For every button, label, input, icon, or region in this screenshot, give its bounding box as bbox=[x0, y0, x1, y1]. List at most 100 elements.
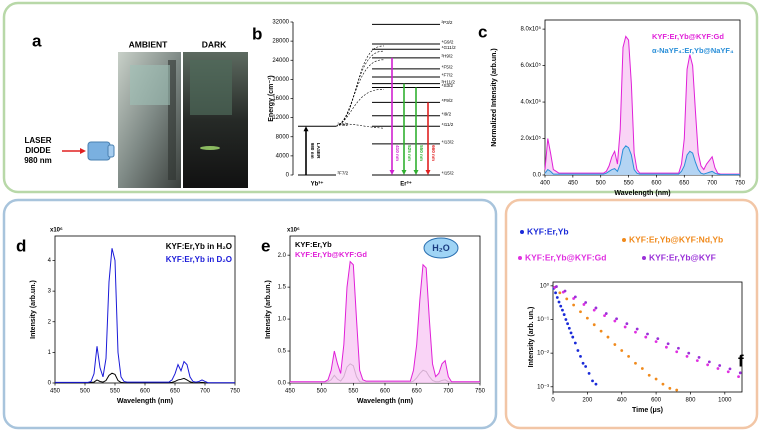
panel-letter: a bbox=[32, 31, 42, 50]
laser-label: 980 nm bbox=[310, 143, 315, 159]
point bbox=[564, 318, 568, 321]
point bbox=[606, 335, 610, 339]
laser-label: LASER bbox=[316, 143, 321, 159]
panel-letter: f bbox=[738, 351, 744, 370]
point bbox=[726, 370, 730, 374]
y-tick-label: 10⁻³ bbox=[537, 384, 549, 390]
panel-letter: c bbox=[478, 22, 487, 41]
photo-detail bbox=[168, 60, 176, 180]
point bbox=[677, 346, 680, 350]
line bbox=[544, 35, 740, 175]
y-multiplier: x10⁶ bbox=[287, 228, 300, 234]
emission-label: 410 nm bbox=[395, 145, 400, 161]
y-tick-label: 8.0x10⁵ bbox=[520, 26, 541, 33]
y-tick-label: 2.0 bbox=[278, 253, 287, 259]
area bbox=[545, 36, 740, 175]
level-label: ⁴F7/2 bbox=[442, 73, 454, 78]
x-tick-label: 450 bbox=[50, 389, 61, 395]
x-tick-label: 200 bbox=[582, 398, 593, 404]
point bbox=[604, 312, 608, 315]
point bbox=[615, 317, 618, 321]
point bbox=[599, 329, 603, 333]
point bbox=[557, 300, 561, 304]
point bbox=[661, 382, 665, 386]
y-tick-label: 1.0 bbox=[278, 317, 287, 323]
y-axis-label: Intensity (arb.un.) bbox=[265, 280, 272, 339]
point bbox=[738, 371, 742, 375]
emission-label: 525 nm bbox=[407, 145, 412, 161]
x-tick-label: 500 bbox=[80, 389, 91, 395]
x-tick-label: 450 bbox=[285, 389, 296, 395]
point bbox=[737, 375, 740, 379]
group-label: Yb³⁺ bbox=[311, 181, 324, 188]
y-tick-label: 4 bbox=[48, 258, 52, 264]
level-label: ⁴F9/2 bbox=[442, 98, 454, 103]
area bbox=[545, 145, 740, 175]
point bbox=[613, 319, 617, 323]
x-tick-label: 650 bbox=[412, 389, 423, 395]
level-label: ⁴I13/2 bbox=[442, 140, 455, 145]
arrow-head bbox=[389, 170, 395, 175]
x-tick-label: 650 bbox=[170, 389, 181, 395]
point bbox=[640, 367, 644, 370]
point bbox=[654, 340, 658, 344]
legend-label: KYF:Er,Yb bbox=[295, 240, 332, 249]
level-label: ⁴I11/2 bbox=[442, 122, 454, 127]
y-tick-label: 10⁻² bbox=[537, 351, 549, 357]
legend-label: KYF:Er,Yb@KYF:Gd bbox=[652, 32, 724, 41]
source-label: 980 nm bbox=[24, 156, 52, 165]
point bbox=[635, 327, 639, 331]
point bbox=[571, 335, 575, 339]
y-axis-label: Energy (cm⁻¹) bbox=[268, 75, 275, 121]
x-tick-label: 750 bbox=[735, 181, 746, 187]
point bbox=[656, 337, 660, 341]
point bbox=[625, 322, 629, 326]
x-tick-label: 1000 bbox=[718, 398, 732, 404]
point bbox=[613, 343, 617, 346]
y-tick-label: 16000 bbox=[272, 96, 289, 102]
point bbox=[576, 349, 580, 352]
y-tick-label: 3 bbox=[48, 289, 52, 295]
point bbox=[594, 382, 598, 386]
legend-label: KYF:Er,Yb@KYF:Gd bbox=[525, 252, 607, 262]
point bbox=[623, 325, 627, 329]
y-tick-label: 0 bbox=[286, 173, 290, 179]
point bbox=[573, 295, 577, 299]
y-tick-label: 0.0 bbox=[278, 381, 287, 387]
transfer-curve bbox=[335, 50, 385, 127]
point bbox=[559, 304, 563, 308]
point bbox=[572, 303, 576, 307]
y-tick-label: 10⁰ bbox=[540, 282, 550, 289]
point bbox=[675, 388, 679, 392]
point bbox=[654, 377, 658, 381]
x-tick-label: 600 bbox=[140, 389, 151, 395]
point bbox=[563, 289, 567, 293]
x-axis-label: Time (μs) bbox=[632, 407, 663, 414]
x-tick-label: 0 bbox=[551, 398, 555, 404]
plot-frame bbox=[544, 19, 741, 176]
x-axis-label: Wavelength (nm) bbox=[117, 398, 173, 405]
point bbox=[728, 367, 732, 371]
point bbox=[566, 322, 570, 326]
transfer-curve bbox=[335, 89, 385, 127]
point bbox=[555, 296, 559, 299]
level-label: ⁴S3/2 bbox=[442, 83, 454, 88]
point bbox=[558, 291, 562, 295]
level-label: ²F7/2 bbox=[338, 171, 349, 176]
y-tick-label: 6.0x10⁵ bbox=[520, 62, 541, 69]
point bbox=[718, 364, 722, 367]
point bbox=[665, 345, 668, 349]
legend-label: KYF:Er,Yb@KYF:Gd bbox=[295, 250, 367, 259]
x-tick-label: 650 bbox=[679, 181, 690, 187]
y-tick-label: 1.5 bbox=[278, 285, 287, 291]
point bbox=[687, 351, 691, 355]
point bbox=[627, 354, 630, 358]
point bbox=[706, 363, 710, 367]
transfer-curve bbox=[335, 45, 385, 127]
panel-letter: e bbox=[261, 236, 270, 255]
point bbox=[646, 332, 649, 336]
x-tick-label: 400 bbox=[617, 398, 628, 404]
point bbox=[603, 314, 606, 318]
panel-frame bbox=[504, 198, 759, 430]
